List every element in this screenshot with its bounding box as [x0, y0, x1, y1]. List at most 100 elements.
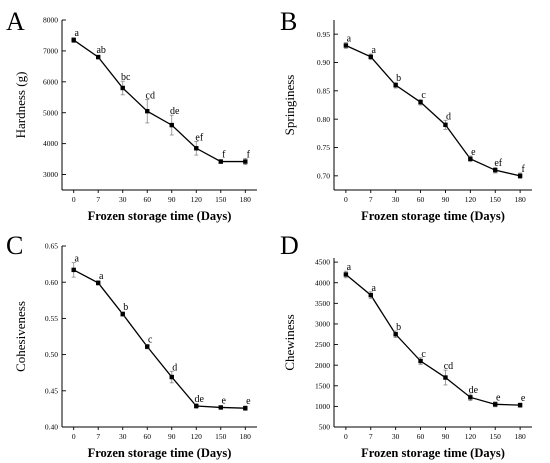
- x-axis-title: Frozen storage time (Days): [361, 446, 505, 460]
- significance-letter: c: [148, 335, 153, 346]
- data-point: [218, 159, 223, 164]
- data-point: [120, 85, 125, 91]
- significance-letter: ab: [96, 45, 105, 56]
- data-point: [443, 122, 448, 128]
- x-tick-label: 90: [442, 432, 450, 441]
- data-point: [493, 167, 498, 173]
- y-tick-label: 0.70: [317, 171, 330, 180]
- y-tick-label: 0.40: [45, 423, 58, 432]
- x-tick-label: 120: [191, 195, 203, 204]
- significance-letter: a: [347, 262, 352, 273]
- y-axis-title: Springiness: [282, 75, 297, 136]
- y-tick-label: 0.55: [45, 314, 58, 323]
- x-tick-label: 180: [514, 432, 526, 441]
- x-tick-label: 150: [215, 195, 227, 204]
- significance-letter: d: [172, 362, 177, 373]
- data-point: [145, 344, 150, 349]
- y-tick-label: 0.65: [45, 242, 58, 251]
- x-tick-label: 90: [168, 432, 176, 441]
- x-tick-label: 7: [369, 432, 373, 441]
- y-tick-label: 4000: [315, 278, 330, 287]
- data-point: [468, 395, 473, 400]
- data-point: [393, 332, 398, 337]
- data-point: [145, 108, 150, 114]
- data-point: [71, 267, 76, 273]
- x-tick-label: 150: [490, 432, 502, 441]
- y-tick-label: 500: [319, 423, 331, 432]
- significance-letter: a: [74, 254, 79, 265]
- series-line: [345, 44, 521, 177]
- x-axis-title: Frozen storage time (Days): [88, 209, 232, 223]
- x-tick-label: 30: [119, 432, 127, 441]
- significance-letter: de: [469, 385, 479, 396]
- series-line: [73, 269, 246, 409]
- x-tick-label: 60: [143, 432, 151, 441]
- x-tick-label: 7: [369, 195, 373, 204]
- panel-c: C 0.40 0.45 0.50 0.55 0.60 0.65 0 7 30 60 90 120 150 1…: [6, 231, 257, 460]
- x-tick-label: 60: [417, 432, 425, 441]
- x-tick-label: 180: [240, 195, 252, 204]
- significance-letter: d: [446, 111, 451, 122]
- y-tick-label: 5000: [43, 108, 58, 117]
- significance-letter: a: [372, 45, 377, 56]
- data-point: [368, 54, 373, 60]
- x-axis-title: Frozen storage time (Days): [88, 446, 232, 460]
- y-tick-label: 2000: [315, 361, 330, 370]
- x-tick-label: 30: [119, 195, 127, 204]
- x-tick-label: 7: [96, 432, 100, 441]
- x-tick-label: 120: [465, 432, 477, 441]
- significance-letter: f: [521, 164, 525, 175]
- significance-letter: a: [99, 271, 104, 282]
- data-point: [243, 159, 248, 164]
- data-point: [517, 402, 523, 408]
- y-axis-title: Hardness (g): [13, 72, 28, 139]
- y-tick-label: 4000: [43, 139, 58, 148]
- y-tick-label: 0.50: [45, 350, 58, 359]
- y-tick-label: 0.85: [317, 86, 330, 95]
- significance-letter: f: [222, 150, 226, 161]
- x-tick-label: 30: [392, 195, 400, 204]
- significance-letter: a: [74, 28, 79, 39]
- y-tick-label: 0.60: [45, 278, 58, 287]
- y-tick-label: 3000: [43, 170, 58, 179]
- significance-letter: b: [123, 302, 128, 313]
- x-tick-label: 180: [240, 432, 252, 441]
- y-tick-label: 0.95: [317, 30, 330, 39]
- x-tick-label: 0: [344, 195, 348, 204]
- y-tick-label: 3000: [315, 320, 330, 329]
- data-point: [169, 374, 174, 380]
- data-point: [194, 403, 199, 409]
- significance-letter: c: [421, 349, 426, 360]
- x-tick-label: 0: [344, 432, 348, 441]
- significance-letter: de: [170, 106, 180, 117]
- significance-letter: a: [372, 283, 377, 294]
- x-tick-label: 60: [417, 195, 425, 204]
- panel-letter: D: [280, 231, 299, 260]
- significance-letter: b: [396, 73, 401, 84]
- panel-a: A 3000 4000 5000 6000 7000 8000 0 7 30 60 90 120 150 1…: [6, 7, 257, 223]
- significance-letter: e: [471, 147, 476, 158]
- panel-letter: A: [6, 7, 25, 36]
- data-point: [368, 292, 373, 298]
- y-tick-label: 0.45: [45, 386, 58, 395]
- y-tick-label: 6000: [43, 77, 58, 86]
- x-tick-label: 120: [191, 432, 203, 441]
- panel-letter: B: [280, 7, 297, 36]
- panel-b: B 0.70 0.75 0.80 0.85 0.90 0.95 0 7 30 60 90 120 150 1…: [280, 7, 532, 223]
- x-tick-label: 90: [442, 195, 450, 204]
- data-point: [120, 311, 125, 317]
- data-point: [96, 280, 101, 286]
- data-point: [218, 405, 223, 410]
- y-tick-label: 2500: [315, 340, 330, 349]
- significance-letter: cd: [146, 90, 155, 101]
- x-axis-title: Frozen storage time (Days): [361, 209, 505, 223]
- x-tick-label: 150: [215, 432, 227, 441]
- series-line: [73, 39, 246, 163]
- data-point: [468, 156, 473, 162]
- x-tick-label: 30: [392, 432, 400, 441]
- x-tick-label: 7: [96, 195, 100, 204]
- x-tick-label: 150: [490, 195, 502, 204]
- x-tick-label: 90: [168, 195, 176, 204]
- significance-letter: b: [396, 322, 401, 333]
